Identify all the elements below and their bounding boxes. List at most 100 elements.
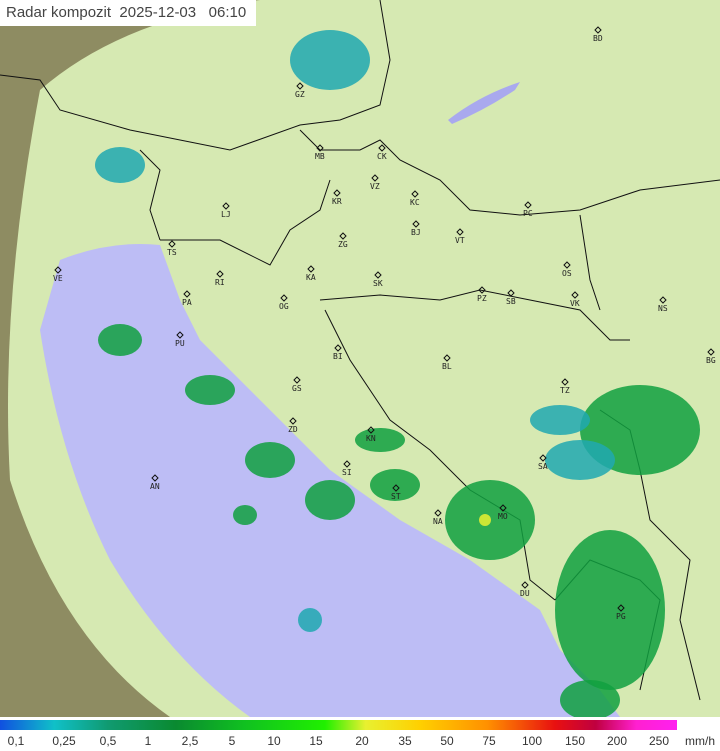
city-label: AN bbox=[150, 482, 160, 491]
city-label: BI bbox=[333, 352, 343, 361]
rain-cell bbox=[290, 30, 370, 90]
city-pc: PC bbox=[523, 201, 533, 218]
rain-cell bbox=[530, 405, 590, 435]
city-label: VZ bbox=[370, 182, 380, 191]
city-marker-icon bbox=[334, 344, 342, 352]
city-marker-icon bbox=[478, 286, 486, 294]
precipitation-color-scale bbox=[0, 720, 677, 730]
city-label: PC bbox=[523, 209, 533, 218]
city-marker-icon bbox=[539, 454, 547, 462]
rain-cell bbox=[355, 428, 405, 452]
city-marker-icon bbox=[289, 417, 297, 425]
city-marker-icon bbox=[507, 289, 515, 297]
city-marker-icon bbox=[222, 202, 230, 210]
city-marker-icon bbox=[617, 604, 625, 612]
legend-label: 20 bbox=[355, 734, 369, 748]
legend-label: 0,5 bbox=[99, 734, 117, 748]
city-na: NA bbox=[433, 509, 443, 526]
city-label: SB bbox=[506, 297, 516, 306]
city-kn: KN bbox=[366, 426, 376, 443]
city-marker-icon bbox=[374, 271, 382, 279]
city-marker-icon bbox=[54, 266, 62, 274]
city-label: GZ bbox=[295, 90, 305, 99]
city-label: CK bbox=[377, 152, 387, 161]
city-label: KA bbox=[306, 273, 316, 282]
legend-label: 2,5 bbox=[181, 734, 199, 748]
legend-label: 0,1 bbox=[7, 734, 25, 748]
title-time: 06:10 bbox=[208, 4, 247, 21]
city-label: VE bbox=[53, 274, 63, 283]
city-label: KN bbox=[366, 434, 376, 443]
city-label: SA bbox=[538, 462, 548, 471]
city-marker-icon bbox=[524, 201, 532, 209]
city-marker-icon bbox=[594, 26, 602, 34]
city-label: TZ bbox=[560, 386, 570, 395]
city-marker-icon bbox=[280, 294, 288, 302]
legend-label: 5 bbox=[228, 734, 236, 748]
city-mo: MO bbox=[498, 504, 508, 521]
city-marker-icon bbox=[411, 190, 419, 198]
city-label: VT bbox=[455, 236, 465, 245]
city-marker-icon bbox=[307, 265, 315, 273]
city-label: BJ bbox=[411, 228, 421, 237]
city-label: PU bbox=[175, 339, 185, 348]
city-marker-icon bbox=[339, 232, 347, 240]
city-an: AN bbox=[150, 474, 160, 491]
city-sb: SB bbox=[506, 289, 516, 306]
city-marker-icon bbox=[499, 504, 507, 512]
city-ck: CK bbox=[377, 144, 387, 161]
city-tz: TZ bbox=[560, 378, 570, 395]
city-pa: PA bbox=[182, 290, 192, 307]
city-bj: BJ bbox=[411, 220, 421, 237]
rain-cell bbox=[305, 480, 355, 520]
rain-cell bbox=[370, 469, 420, 501]
city-label: SK bbox=[373, 279, 383, 288]
city-marker-icon bbox=[563, 261, 571, 269]
city-marker-icon bbox=[659, 296, 667, 304]
city-du: DU bbox=[520, 581, 530, 598]
radar-map[interactable]: BD GZ MB CK VZ KR KC LJ PC BJ TS ZG VT VE RI KA SK OS PA OG… bbox=[0, 0, 720, 717]
city-marker-icon bbox=[168, 240, 176, 248]
city-marker-icon bbox=[367, 426, 375, 434]
legend-label: 100 bbox=[521, 734, 543, 748]
rain-cell bbox=[245, 442, 295, 478]
city-pz: PZ bbox=[477, 286, 487, 303]
city-marker-icon bbox=[412, 220, 420, 228]
city-mb: MB bbox=[315, 144, 325, 161]
city-si: SI bbox=[342, 460, 352, 477]
city-label: PA bbox=[182, 298, 192, 307]
city-sk: SK bbox=[373, 271, 383, 288]
city-marker-icon bbox=[216, 270, 224, 278]
city-vt: VT bbox=[455, 228, 465, 245]
city-ri: RI bbox=[215, 270, 225, 287]
city-label: PZ bbox=[477, 294, 487, 303]
city-marker-icon bbox=[434, 509, 442, 517]
city-label: OG bbox=[279, 302, 289, 311]
city-marker-icon bbox=[378, 144, 386, 152]
radar-precipitation bbox=[95, 30, 700, 717]
legend-label: 200 bbox=[606, 734, 628, 748]
city-pu: PU bbox=[175, 331, 185, 348]
city-pg: PG bbox=[616, 604, 626, 621]
city-label: GS bbox=[292, 384, 302, 393]
city-lj: LJ bbox=[221, 202, 231, 219]
city-marker-icon bbox=[571, 291, 579, 299]
legend-label: 75 bbox=[482, 734, 496, 748]
city-ve: VE bbox=[53, 266, 63, 283]
rain-cell bbox=[560, 680, 620, 717]
city-label: ST bbox=[391, 492, 401, 501]
city-marker-icon bbox=[316, 144, 324, 152]
rain-cell bbox=[98, 324, 142, 356]
city-ka: KA bbox=[306, 265, 316, 282]
city-og: OG bbox=[279, 294, 289, 311]
city-markers: BD GZ MB CK VZ KR KC LJ PC BJ TS ZG VT VE RI KA SK OS PA OG… bbox=[53, 26, 716, 621]
legend-label: 15 bbox=[309, 734, 323, 748]
borders bbox=[0, 0, 720, 701]
city-st: ST bbox=[391, 484, 401, 501]
city-label: KC bbox=[410, 198, 420, 207]
city-os: OS bbox=[562, 261, 572, 278]
city-label: KR bbox=[332, 197, 342, 206]
city-kr: KR bbox=[332, 189, 342, 206]
city-marker-icon bbox=[443, 354, 451, 362]
rain-cell bbox=[479, 514, 491, 526]
